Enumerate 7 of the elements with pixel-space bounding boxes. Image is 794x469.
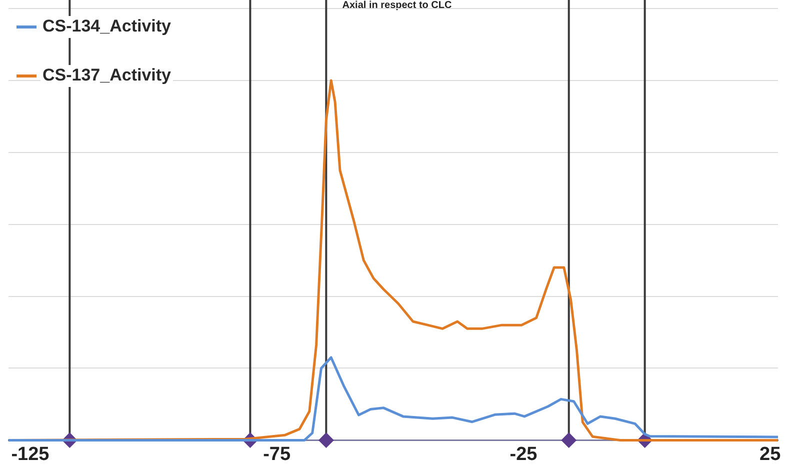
chart-title: Axial in respect to CLC [341,0,453,11]
x-tick-label: 25 [760,444,782,465]
x-tick-label: -125 [11,444,50,465]
legend-label: CS-137_Activity [42,66,172,85]
x-tick-label: -25 [510,444,538,465]
x-tick-label: -75 [263,444,291,465]
legend-label: CS-134_Activity [42,16,172,36]
